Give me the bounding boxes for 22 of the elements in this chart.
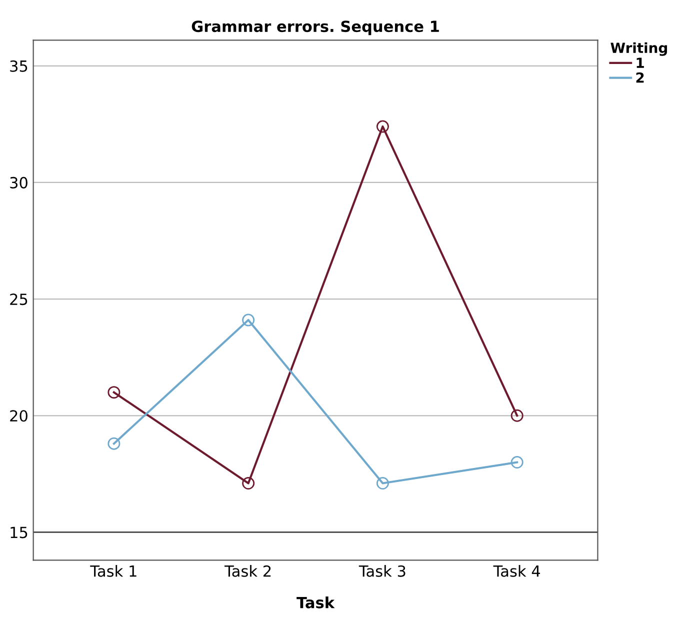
- point: [376, 120, 389, 133]
- x-tick-label: Task 4: [493, 565, 540, 577]
- chart-title: Grammar errors. Sequence 1: [192, 20, 439, 36]
- y-tick-label: 35: [10, 60, 28, 72]
- legend-label: 1: [636, 58, 644, 68]
- legend-title: Writing: [610, 42, 667, 56]
- y-tick-label: 25: [10, 294, 28, 306]
- legend-label: 2: [636, 72, 644, 83]
- point: [242, 477, 255, 490]
- point: [108, 437, 120, 450]
- x-tick-label: Task 1: [90, 565, 136, 577]
- y-tick-label: 30: [10, 176, 28, 188]
- x-tick-label: Task 3: [358, 565, 406, 577]
- point: [108, 386, 120, 399]
- y-tick-label: 20: [10, 410, 28, 422]
- y-tick-label: 15: [10, 526, 28, 538]
- point: [510, 456, 524, 469]
- x-axis-title: Task: [296, 596, 335, 608]
- point: [510, 409, 524, 422]
- point: [242, 314, 255, 326]
- x-tick-label: Task 2: [224, 565, 271, 577]
- point: [376, 477, 389, 490]
